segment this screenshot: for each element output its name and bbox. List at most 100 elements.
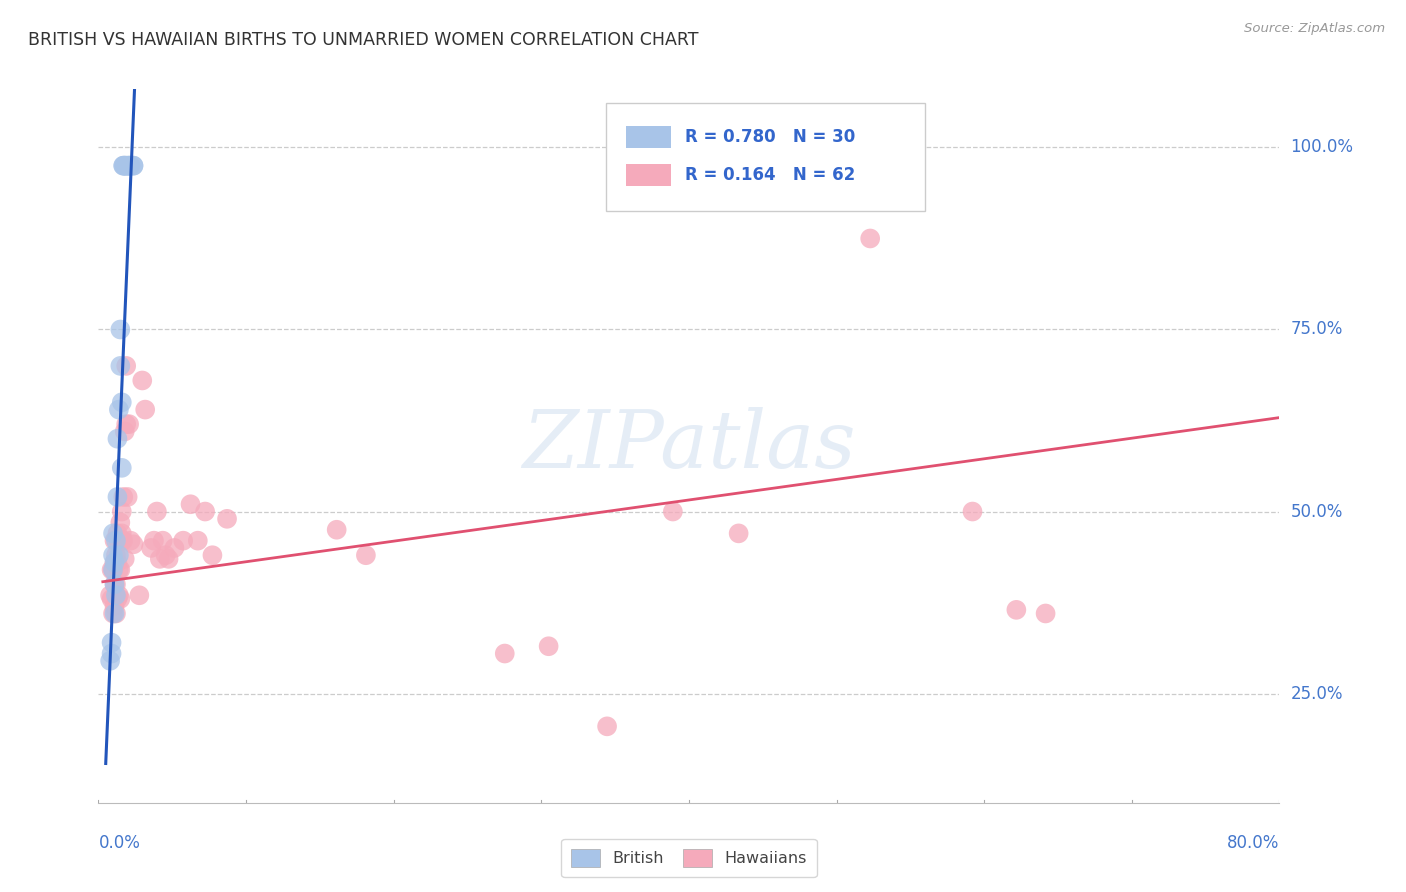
Point xyxy=(110,322,132,336)
Point xyxy=(215,512,238,526)
Point xyxy=(596,719,619,733)
Point xyxy=(120,159,142,173)
Point xyxy=(104,548,127,562)
Point xyxy=(152,533,174,548)
Point xyxy=(1005,603,1028,617)
Point xyxy=(112,533,135,548)
Text: BRITISH VS HAWAIIAN BIRTHS TO UNMARRIED WOMEN CORRELATION CHART: BRITISH VS HAWAIIAN BIRTHS TO UNMARRIED … xyxy=(28,31,699,49)
Point xyxy=(122,159,145,173)
Point xyxy=(118,159,141,173)
Text: Source: ZipAtlas.com: Source: ZipAtlas.com xyxy=(1244,22,1385,36)
Point xyxy=(103,577,125,591)
Point xyxy=(110,591,132,606)
Text: R = 0.164   N = 62: R = 0.164 N = 62 xyxy=(685,166,856,184)
Point xyxy=(104,588,127,602)
Point xyxy=(111,395,134,409)
Point xyxy=(157,552,180,566)
Text: 80.0%: 80.0% xyxy=(1227,834,1279,852)
Point xyxy=(101,563,124,577)
Point xyxy=(1035,607,1057,621)
FancyBboxPatch shape xyxy=(626,164,671,186)
Point xyxy=(103,599,125,614)
Point xyxy=(494,647,516,661)
Point xyxy=(98,588,121,602)
Point xyxy=(117,159,139,173)
Point xyxy=(325,523,347,537)
Point xyxy=(108,533,131,548)
Point xyxy=(114,552,136,566)
Point xyxy=(194,504,217,518)
Point xyxy=(104,577,127,591)
Point xyxy=(103,556,125,570)
Point xyxy=(143,533,166,548)
Point xyxy=(107,591,129,606)
Point xyxy=(100,563,122,577)
Point xyxy=(727,526,749,541)
Text: 25.0%: 25.0% xyxy=(1291,684,1343,703)
Point xyxy=(115,159,138,173)
Text: 0.0%: 0.0% xyxy=(98,834,141,852)
Point xyxy=(101,563,124,577)
Point xyxy=(108,588,131,602)
Point xyxy=(537,639,560,653)
Point xyxy=(122,159,145,173)
Point xyxy=(115,417,138,432)
Point xyxy=(155,548,177,562)
Point xyxy=(122,537,145,551)
Point xyxy=(962,504,984,518)
FancyBboxPatch shape xyxy=(606,103,925,211)
Point xyxy=(118,159,141,173)
Point xyxy=(131,374,153,388)
Point xyxy=(128,588,150,602)
Point xyxy=(108,548,131,562)
Point xyxy=(101,548,124,562)
Point xyxy=(662,504,685,518)
Text: 50.0%: 50.0% xyxy=(1291,502,1343,521)
Point xyxy=(107,556,129,570)
Point xyxy=(163,541,186,555)
Point xyxy=(120,533,142,548)
Point xyxy=(101,607,124,621)
Text: ZIPatlas: ZIPatlas xyxy=(522,408,856,484)
Point xyxy=(103,533,125,548)
Point xyxy=(111,460,134,475)
Point xyxy=(104,533,127,548)
Point xyxy=(100,635,122,649)
Point xyxy=(112,490,135,504)
Point xyxy=(149,552,172,566)
Point xyxy=(139,541,162,555)
Point xyxy=(146,504,169,518)
Point xyxy=(103,607,125,621)
Point xyxy=(354,548,377,562)
Point xyxy=(101,526,124,541)
Point xyxy=(114,159,136,173)
Point xyxy=(112,159,135,173)
Point xyxy=(103,556,125,570)
Point xyxy=(107,526,129,541)
Point xyxy=(112,159,135,173)
Point xyxy=(114,425,136,439)
Point xyxy=(179,497,201,511)
Point xyxy=(100,591,122,606)
Point xyxy=(98,654,121,668)
Text: 75.0%: 75.0% xyxy=(1291,320,1343,338)
Point xyxy=(100,647,122,661)
Point xyxy=(201,548,224,562)
Point xyxy=(108,402,131,417)
Text: R = 0.780   N = 30: R = 0.780 N = 30 xyxy=(685,128,856,146)
Point xyxy=(103,577,125,591)
Point xyxy=(110,563,132,577)
Point xyxy=(110,516,132,530)
Point xyxy=(114,159,136,173)
Text: 100.0%: 100.0% xyxy=(1291,138,1354,156)
Point xyxy=(118,417,141,432)
Point xyxy=(187,533,209,548)
Legend: British, Hawaiians: British, Hawaiians xyxy=(561,839,817,877)
Point xyxy=(111,526,134,541)
Point xyxy=(111,533,134,548)
Point xyxy=(115,359,138,373)
Point xyxy=(859,231,882,245)
Point xyxy=(104,607,127,621)
Point xyxy=(110,359,132,373)
Point xyxy=(107,432,129,446)
